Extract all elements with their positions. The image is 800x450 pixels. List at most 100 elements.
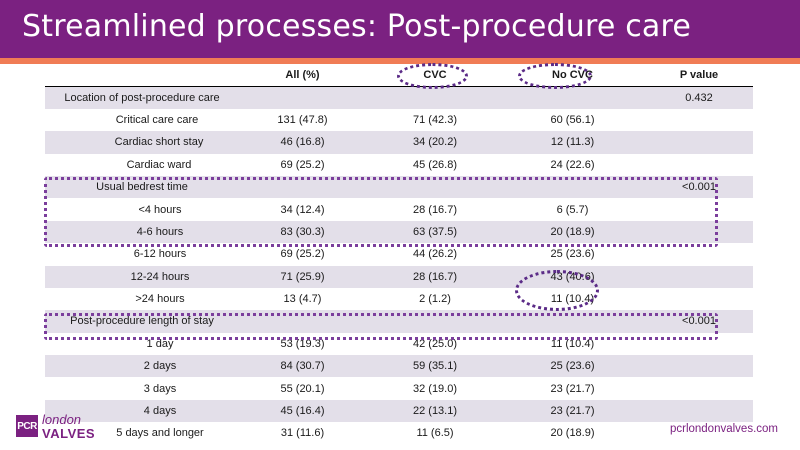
cell-cvc: 71 (42.3) xyxy=(412,113,458,126)
cell-cvc: 45 (26.8) xyxy=(412,158,458,171)
cell-all: 46 (16.8) xyxy=(235,131,370,154)
row-label: 2 days xyxy=(45,355,235,378)
pcr-london-valves-logo: PCR london VALVES xyxy=(16,412,106,444)
cell-cvc: 2 (1.2) xyxy=(419,293,451,306)
table-row: 1 day 53 (19.3) 42 (25.0) 11 (10.4) xyxy=(45,333,753,355)
row-label: Cardiac short stay xyxy=(45,131,235,154)
table-row: >24 hours 13 (4.7) 2 (1.2) 11 (10.4) xyxy=(45,288,753,310)
cell-no-cvc: 20 (18.9) xyxy=(500,220,645,244)
cell-cvc: 44 (26.2) xyxy=(412,248,458,261)
header-all: All (%) xyxy=(235,64,370,87)
row-label: 4 days xyxy=(45,399,235,423)
table-row: 5 days and longer 31 (11.6) 11 (6.5) 20 … xyxy=(45,422,753,444)
cell-p-value xyxy=(645,355,753,378)
cell-all: 55 (20.1) xyxy=(280,382,325,395)
cell-p-value xyxy=(645,109,753,131)
cell-p-value xyxy=(645,131,753,154)
cell-no-cvc: 25 (23.6) xyxy=(500,355,645,378)
cell-all: 71 (25.9) xyxy=(235,265,370,288)
table-row: Cardiac ward 69 (25.2) 45 (26.8) 24 (22.… xyxy=(45,154,753,176)
results-table: All (%) CVC No CVC P value Location of p… xyxy=(45,64,753,445)
cell-all: 45 (16.4) xyxy=(235,399,370,423)
cell-cvc: 63 (37.5) xyxy=(370,220,500,244)
cell-cvc: 34 (20.2) xyxy=(370,131,500,154)
header-cvc: CVC xyxy=(370,64,500,87)
row-label: 5 days and longer xyxy=(116,427,204,440)
table-row: Critical care care 131 (47.8) 71 (42.3) … xyxy=(45,109,753,131)
cell-p-value xyxy=(645,265,753,288)
row-label: <4 hours xyxy=(138,203,182,216)
cell-p-value: <0.001 xyxy=(645,310,753,333)
cell-cvc xyxy=(370,310,500,333)
cell-no-cvc: 43 (40.6) xyxy=(500,265,645,288)
cell-no-cvc: 20 (18.9) xyxy=(550,427,595,440)
cell-all: 69 (25.2) xyxy=(280,248,325,261)
header-p-value: P value xyxy=(645,64,753,87)
logo-valves-text: VALVES xyxy=(42,426,96,441)
cell-no-cvc: 24 (22.6) xyxy=(550,158,595,171)
section-row-bedrest: Usual bedrest time <0.001 xyxy=(45,175,753,199)
table-row: 4-6 hours 83 (30.3) 63 (37.5) 20 (18.9) xyxy=(45,220,753,244)
cell-all: 13 (4.7) xyxy=(283,293,322,306)
cell-all xyxy=(235,175,370,199)
cell-all: 34 (12.4) xyxy=(280,203,325,216)
cell-cvc xyxy=(370,175,500,199)
row-label: 1 day xyxy=(146,337,174,350)
footer-url: pcrlondonvalves.com xyxy=(669,423,778,435)
table-row: Cardiac short stay 46 (16.8) 34 (20.2) 1… xyxy=(45,131,753,154)
cell-no-cvc: 23 (21.7) xyxy=(550,382,595,395)
header-no-cvc: No CVC xyxy=(500,64,645,87)
logo-london-text: london xyxy=(42,412,82,427)
cell-cvc: 59 (35.1) xyxy=(370,355,500,378)
cell-all: 53 (19.3) xyxy=(280,337,325,350)
table-row: 2 days 84 (30.7) 59 (35.1) 25 (23.6) xyxy=(45,355,753,378)
cell-all xyxy=(235,310,370,333)
cell-cvc: 32 (19.0) xyxy=(412,382,458,395)
cell-p-value xyxy=(645,154,753,176)
row-label: Usual bedrest time xyxy=(45,175,235,199)
title-accent-stripe xyxy=(0,58,800,64)
cell-no-cvc: 23 (21.7) xyxy=(500,399,645,423)
cell-p-value: <0.001 xyxy=(645,175,753,199)
cell-no-cvc xyxy=(500,175,645,199)
cell-no-cvc: 11 (10.4) xyxy=(550,337,595,350)
table-row: 4 days 45 (16.4) 22 (13.1) 23 (21.7) xyxy=(45,399,753,423)
cell-p-value xyxy=(645,377,753,399)
cell-no-cvc: 12 (11.3) xyxy=(500,131,645,154)
cell-all: 69 (25.2) xyxy=(280,158,325,171)
section-row-location: Location of post-procedure care 0.432 xyxy=(45,86,753,109)
cell-cvc: 28 (16.7) xyxy=(412,203,458,216)
row-label: >24 hours xyxy=(135,293,185,306)
table-row: 6-12 hours 69 (25.2) 44 (26.2) 25 (23.6) xyxy=(45,243,753,265)
cell-no-cvc: 25 (23.6) xyxy=(550,248,595,261)
cell-all: 31 (11.6) xyxy=(280,427,325,440)
cell-p-value xyxy=(645,243,753,265)
cell-p-value xyxy=(645,333,753,355)
row-label: Cardiac ward xyxy=(126,158,192,171)
row-label: Post-procedure length of stay xyxy=(45,310,235,333)
table-header-row: All (%) CVC No CVC P value xyxy=(45,64,753,87)
section-row-length-of-stay: Post-procedure length of stay <0.001 xyxy=(45,310,753,333)
cell-all xyxy=(235,86,370,109)
row-label: Critical care care xyxy=(115,113,199,126)
cell-all: 84 (30.7) xyxy=(235,355,370,378)
cell-cvc: 22 (13.1) xyxy=(370,399,500,423)
header-label xyxy=(45,64,235,87)
title-bar: Streamlined processes: Post-procedure ca… xyxy=(0,0,800,58)
cell-no-cvc: 6 (5.7) xyxy=(556,203,589,216)
row-label: Location of post-procedure care xyxy=(45,86,235,109)
cell-p-value: 0.432 xyxy=(645,86,753,109)
row-label: 4-6 hours xyxy=(45,220,235,244)
row-label: 12-24 hours xyxy=(45,265,235,288)
logo-mark: PCR xyxy=(16,415,38,437)
cell-cvc: 11 (6.5) xyxy=(416,427,454,440)
cell-cvc xyxy=(370,86,500,109)
cell-no-cvc: 11 (10.4) xyxy=(550,293,595,306)
cell-cvc: 42 (25.0) xyxy=(412,337,458,350)
cell-all: 131 (47.8) xyxy=(277,113,328,126)
cell-p-value xyxy=(645,288,753,310)
row-label: 3 days xyxy=(143,382,177,395)
row-label: 6-12 hours xyxy=(133,248,187,261)
cell-no-cvc xyxy=(500,86,645,109)
cell-p-value xyxy=(645,198,753,220)
